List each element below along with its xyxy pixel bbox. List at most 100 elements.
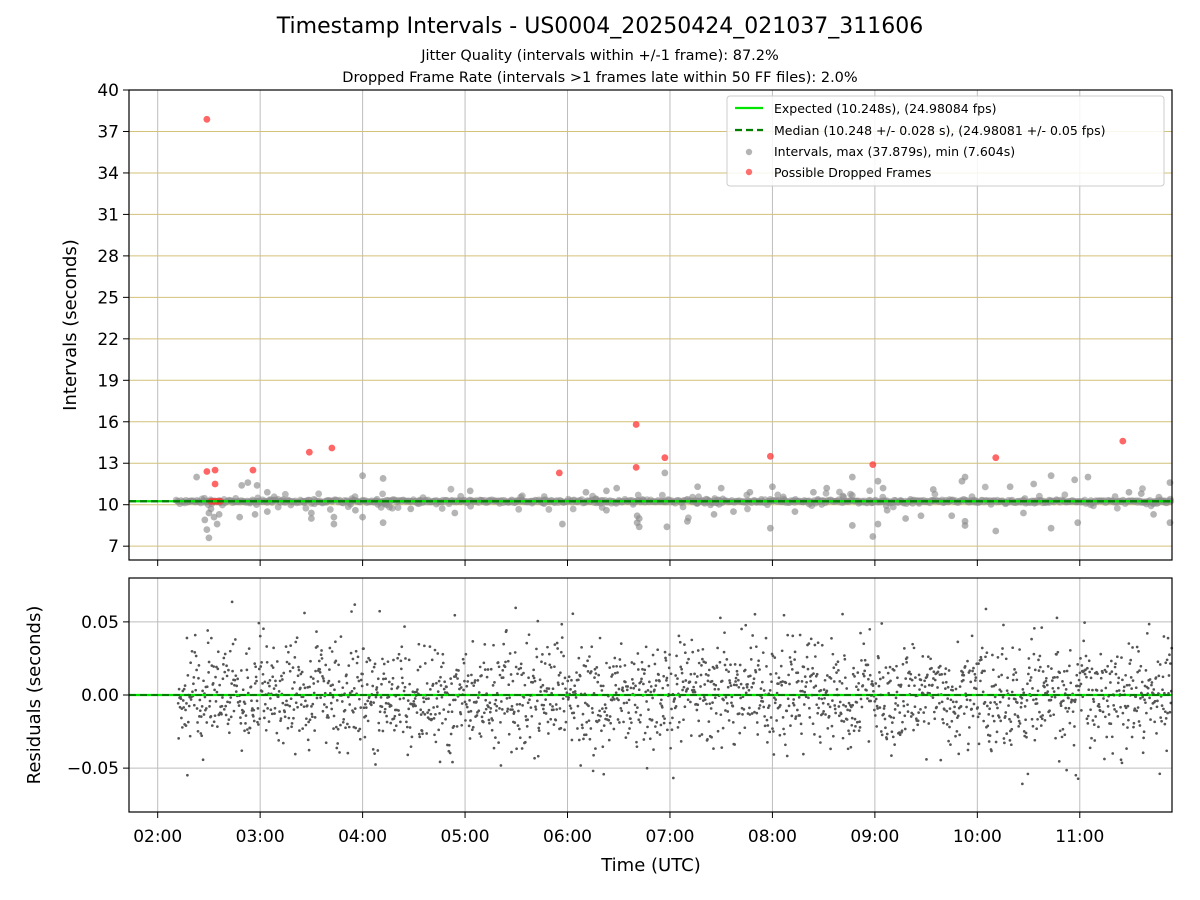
residual-point <box>638 720 642 724</box>
residual-point <box>1060 735 1064 739</box>
interval-outlier-point <box>1125 488 1133 496</box>
residual-point <box>586 670 590 673</box>
residual-point <box>790 667 794 671</box>
residual-point <box>530 714 534 718</box>
residual-point <box>1041 714 1044 717</box>
residual-point <box>904 677 908 680</box>
residual-point <box>194 688 198 692</box>
residual-point <box>846 747 850 751</box>
residual-point <box>620 709 624 713</box>
residual-point <box>418 665 422 669</box>
residual-point <box>234 674 238 678</box>
residual-point <box>917 711 920 714</box>
residual-point <box>570 678 573 682</box>
residual-point <box>293 752 297 756</box>
residual-point <box>740 627 743 631</box>
residual-point <box>396 656 399 660</box>
residual-point <box>1005 732 1009 735</box>
residual-point <box>993 695 997 699</box>
residual-point <box>325 705 328 709</box>
residual-point <box>384 677 388 681</box>
residual-point <box>1056 686 1060 690</box>
residual-point <box>700 664 703 667</box>
residual-point <box>356 655 360 659</box>
residual-point <box>711 701 714 704</box>
residual-point <box>551 687 555 691</box>
residual-point <box>950 719 954 723</box>
interval-point <box>981 483 989 491</box>
residual-point <box>1166 636 1170 640</box>
residual-point <box>994 683 997 687</box>
residual-point <box>561 697 565 701</box>
residual-point <box>809 679 813 683</box>
residual-point <box>225 664 228 668</box>
interval-outlier-point <box>929 486 937 493</box>
residual-point <box>956 640 960 644</box>
residual-point <box>1027 672 1030 676</box>
residual-point <box>1154 676 1158 679</box>
residual-point <box>792 698 796 701</box>
interval-point <box>848 491 856 499</box>
interval-outlier-point <box>330 520 338 528</box>
residual-point <box>373 662 377 666</box>
residual-point <box>753 612 757 616</box>
residual-point <box>290 725 293 729</box>
residual-point <box>842 720 846 723</box>
residual-point <box>730 695 734 699</box>
residual-point <box>583 701 587 705</box>
residual-point <box>328 646 332 650</box>
residual-point <box>556 647 559 650</box>
residual-point <box>196 729 200 733</box>
residual-point <box>755 711 759 715</box>
residual-point <box>1134 686 1138 690</box>
residual-point <box>467 724 471 728</box>
residual-point <box>943 672 947 676</box>
residual-point <box>1074 698 1077 702</box>
residual-point <box>299 703 303 706</box>
residual-point <box>716 729 720 733</box>
residual-point <box>406 753 410 757</box>
residual-point <box>762 689 766 692</box>
residual-point <box>793 650 797 654</box>
residual-point <box>423 644 426 648</box>
interval-outlier-point <box>1047 524 1055 532</box>
residual-point <box>541 653 544 656</box>
residual-point <box>791 701 795 705</box>
residual-point <box>542 703 546 707</box>
dropped-frame-point <box>211 466 219 474</box>
residual-point <box>741 713 744 716</box>
residual-point <box>403 625 406 628</box>
residual-point <box>675 682 679 686</box>
residual-point <box>579 764 583 767</box>
residual-point <box>422 696 425 700</box>
residual-point <box>1137 720 1141 723</box>
residual-point <box>192 703 196 707</box>
residual-point <box>336 727 340 731</box>
residual-point <box>188 734 192 738</box>
residual-point <box>920 683 924 687</box>
residual-point <box>803 690 807 694</box>
interval-point <box>315 490 323 498</box>
residual-point <box>510 750 513 754</box>
residual-point <box>407 658 411 662</box>
residual-point <box>1121 678 1124 682</box>
residual-point <box>931 696 935 700</box>
residual-point <box>489 707 493 710</box>
residual-point <box>765 718 769 722</box>
residual-point <box>1036 689 1040 693</box>
residual-point <box>825 689 829 693</box>
residual-point <box>532 668 535 672</box>
residual-point <box>704 661 707 664</box>
residual-point <box>367 656 370 660</box>
residual-point <box>808 716 812 719</box>
residual-point <box>454 673 458 676</box>
residual-point <box>400 676 404 680</box>
residual-point <box>350 610 353 613</box>
residual-point <box>654 725 657 728</box>
residual-point <box>663 717 666 721</box>
residual-point <box>1119 758 1123 762</box>
residual-point <box>316 680 320 683</box>
residual-point <box>821 712 825 716</box>
residual-point <box>727 670 731 674</box>
